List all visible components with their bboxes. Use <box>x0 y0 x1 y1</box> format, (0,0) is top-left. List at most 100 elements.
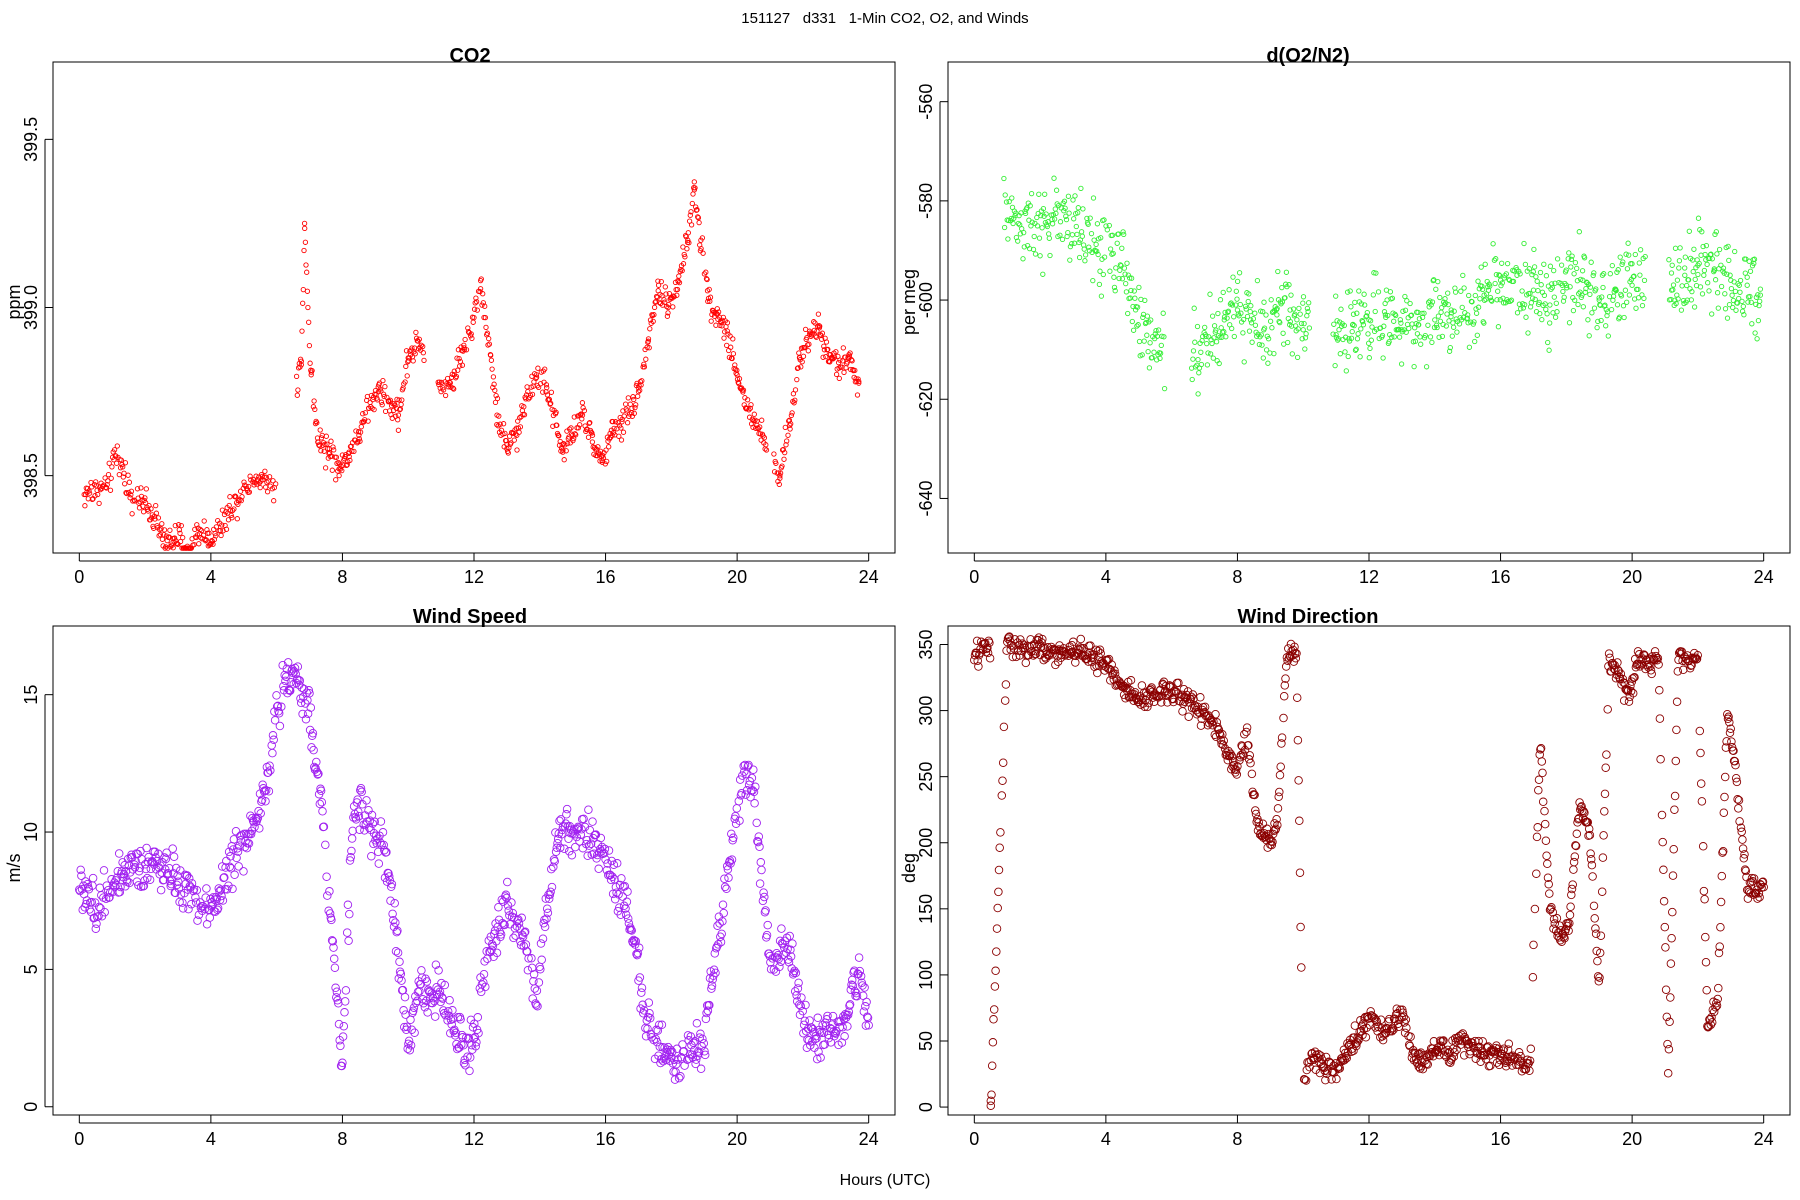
data-point <box>1532 832 1542 842</box>
data-point <box>262 484 269 490</box>
data-point <box>314 420 320 426</box>
data-point <box>641 361 647 367</box>
data-point <box>1001 175 1007 182</box>
data-point <box>1256 341 1263 348</box>
data-point <box>1130 327 1137 333</box>
data-point <box>1417 334 1423 340</box>
data-point <box>1607 271 1613 277</box>
data-point <box>1331 321 1337 327</box>
data-point <box>1190 348 1197 354</box>
data-point <box>114 443 120 449</box>
data-point <box>618 425 624 431</box>
data-point <box>1438 309 1444 315</box>
data-point <box>1709 311 1715 317</box>
data-point <box>1525 330 1531 336</box>
data-point <box>759 417 765 423</box>
data-point <box>527 394 533 401</box>
data-point <box>571 414 577 420</box>
data-point <box>92 493 98 499</box>
data-point <box>353 428 359 434</box>
data-point <box>306 703 316 712</box>
data-point <box>1587 860 1597 870</box>
data-point <box>105 471 112 478</box>
data-point <box>610 418 616 425</box>
data-point <box>594 864 603 874</box>
data-point <box>1488 297 1494 303</box>
data-point <box>1265 336 1272 342</box>
data-point <box>355 429 362 435</box>
data-point <box>637 983 647 993</box>
data-point <box>987 1061 997 1070</box>
data-point <box>153 502 159 509</box>
data-point <box>549 862 558 872</box>
data-point <box>355 438 361 445</box>
data-point <box>1403 329 1409 335</box>
data-point <box>397 407 403 413</box>
data-point <box>994 865 1004 875</box>
data-point <box>403 363 409 370</box>
data-point <box>127 495 133 501</box>
data-point <box>351 448 357 455</box>
data-point <box>295 387 301 393</box>
data-point <box>1580 304 1586 310</box>
data-point <box>1527 290 1533 297</box>
data-point <box>168 844 177 853</box>
data-point <box>336 1041 345 1051</box>
data-point <box>270 478 276 484</box>
data-point <box>1737 277 1744 284</box>
data-point <box>573 432 579 438</box>
data-point <box>1493 271 1500 278</box>
data-point <box>436 379 443 385</box>
data-point <box>1119 245 1125 251</box>
data-point <box>413 329 419 336</box>
data-point <box>465 1066 474 1076</box>
data-point <box>986 1101 996 1110</box>
data-point <box>462 336 468 343</box>
x-tick-label: 12 <box>464 567 484 587</box>
data-point <box>317 797 327 807</box>
data-point <box>792 387 799 393</box>
data-point <box>106 460 112 466</box>
data-point <box>1346 336 1352 342</box>
data-point <box>645 338 651 344</box>
data-point <box>134 486 141 492</box>
data-point <box>1303 331 1309 337</box>
data-point <box>731 811 740 821</box>
data-point <box>833 371 840 378</box>
data-point <box>367 851 376 861</box>
data-point <box>1204 340 1210 347</box>
data-point <box>380 391 387 397</box>
data-point <box>1676 265 1682 271</box>
data-point <box>227 494 233 500</box>
data-point <box>356 436 362 442</box>
data-point <box>1407 300 1413 307</box>
data-point <box>159 521 165 527</box>
data-point <box>108 475 114 481</box>
data-point <box>854 392 861 398</box>
data-point <box>246 483 252 490</box>
data-point <box>1141 338 1147 344</box>
y-tick-label: -640 <box>916 480 936 516</box>
data-point <box>1229 302 1236 308</box>
points-wspd <box>75 658 873 1084</box>
data-point <box>1422 332 1428 339</box>
data-point <box>1757 298 1763 304</box>
data-point <box>1679 665 1688 675</box>
data-point <box>714 311 721 317</box>
data-point <box>477 286 484 292</box>
data-point <box>1700 894 1709 904</box>
x-tick-label: 12 <box>1359 567 1379 587</box>
x-tick-label: 24 <box>1754 1129 1774 1149</box>
data-point <box>1115 231 1122 237</box>
x-tick-label: 8 <box>1232 567 1242 587</box>
data-point <box>1036 235 1043 241</box>
data-point <box>1032 251 1039 257</box>
data-point <box>1616 314 1623 320</box>
data-point <box>321 840 330 850</box>
data-point <box>1528 300 1534 306</box>
data-point <box>1491 257 1498 263</box>
data-point <box>595 444 601 450</box>
data-point <box>1231 314 1237 320</box>
data-point <box>1065 229 1071 236</box>
data-point <box>128 488 135 494</box>
